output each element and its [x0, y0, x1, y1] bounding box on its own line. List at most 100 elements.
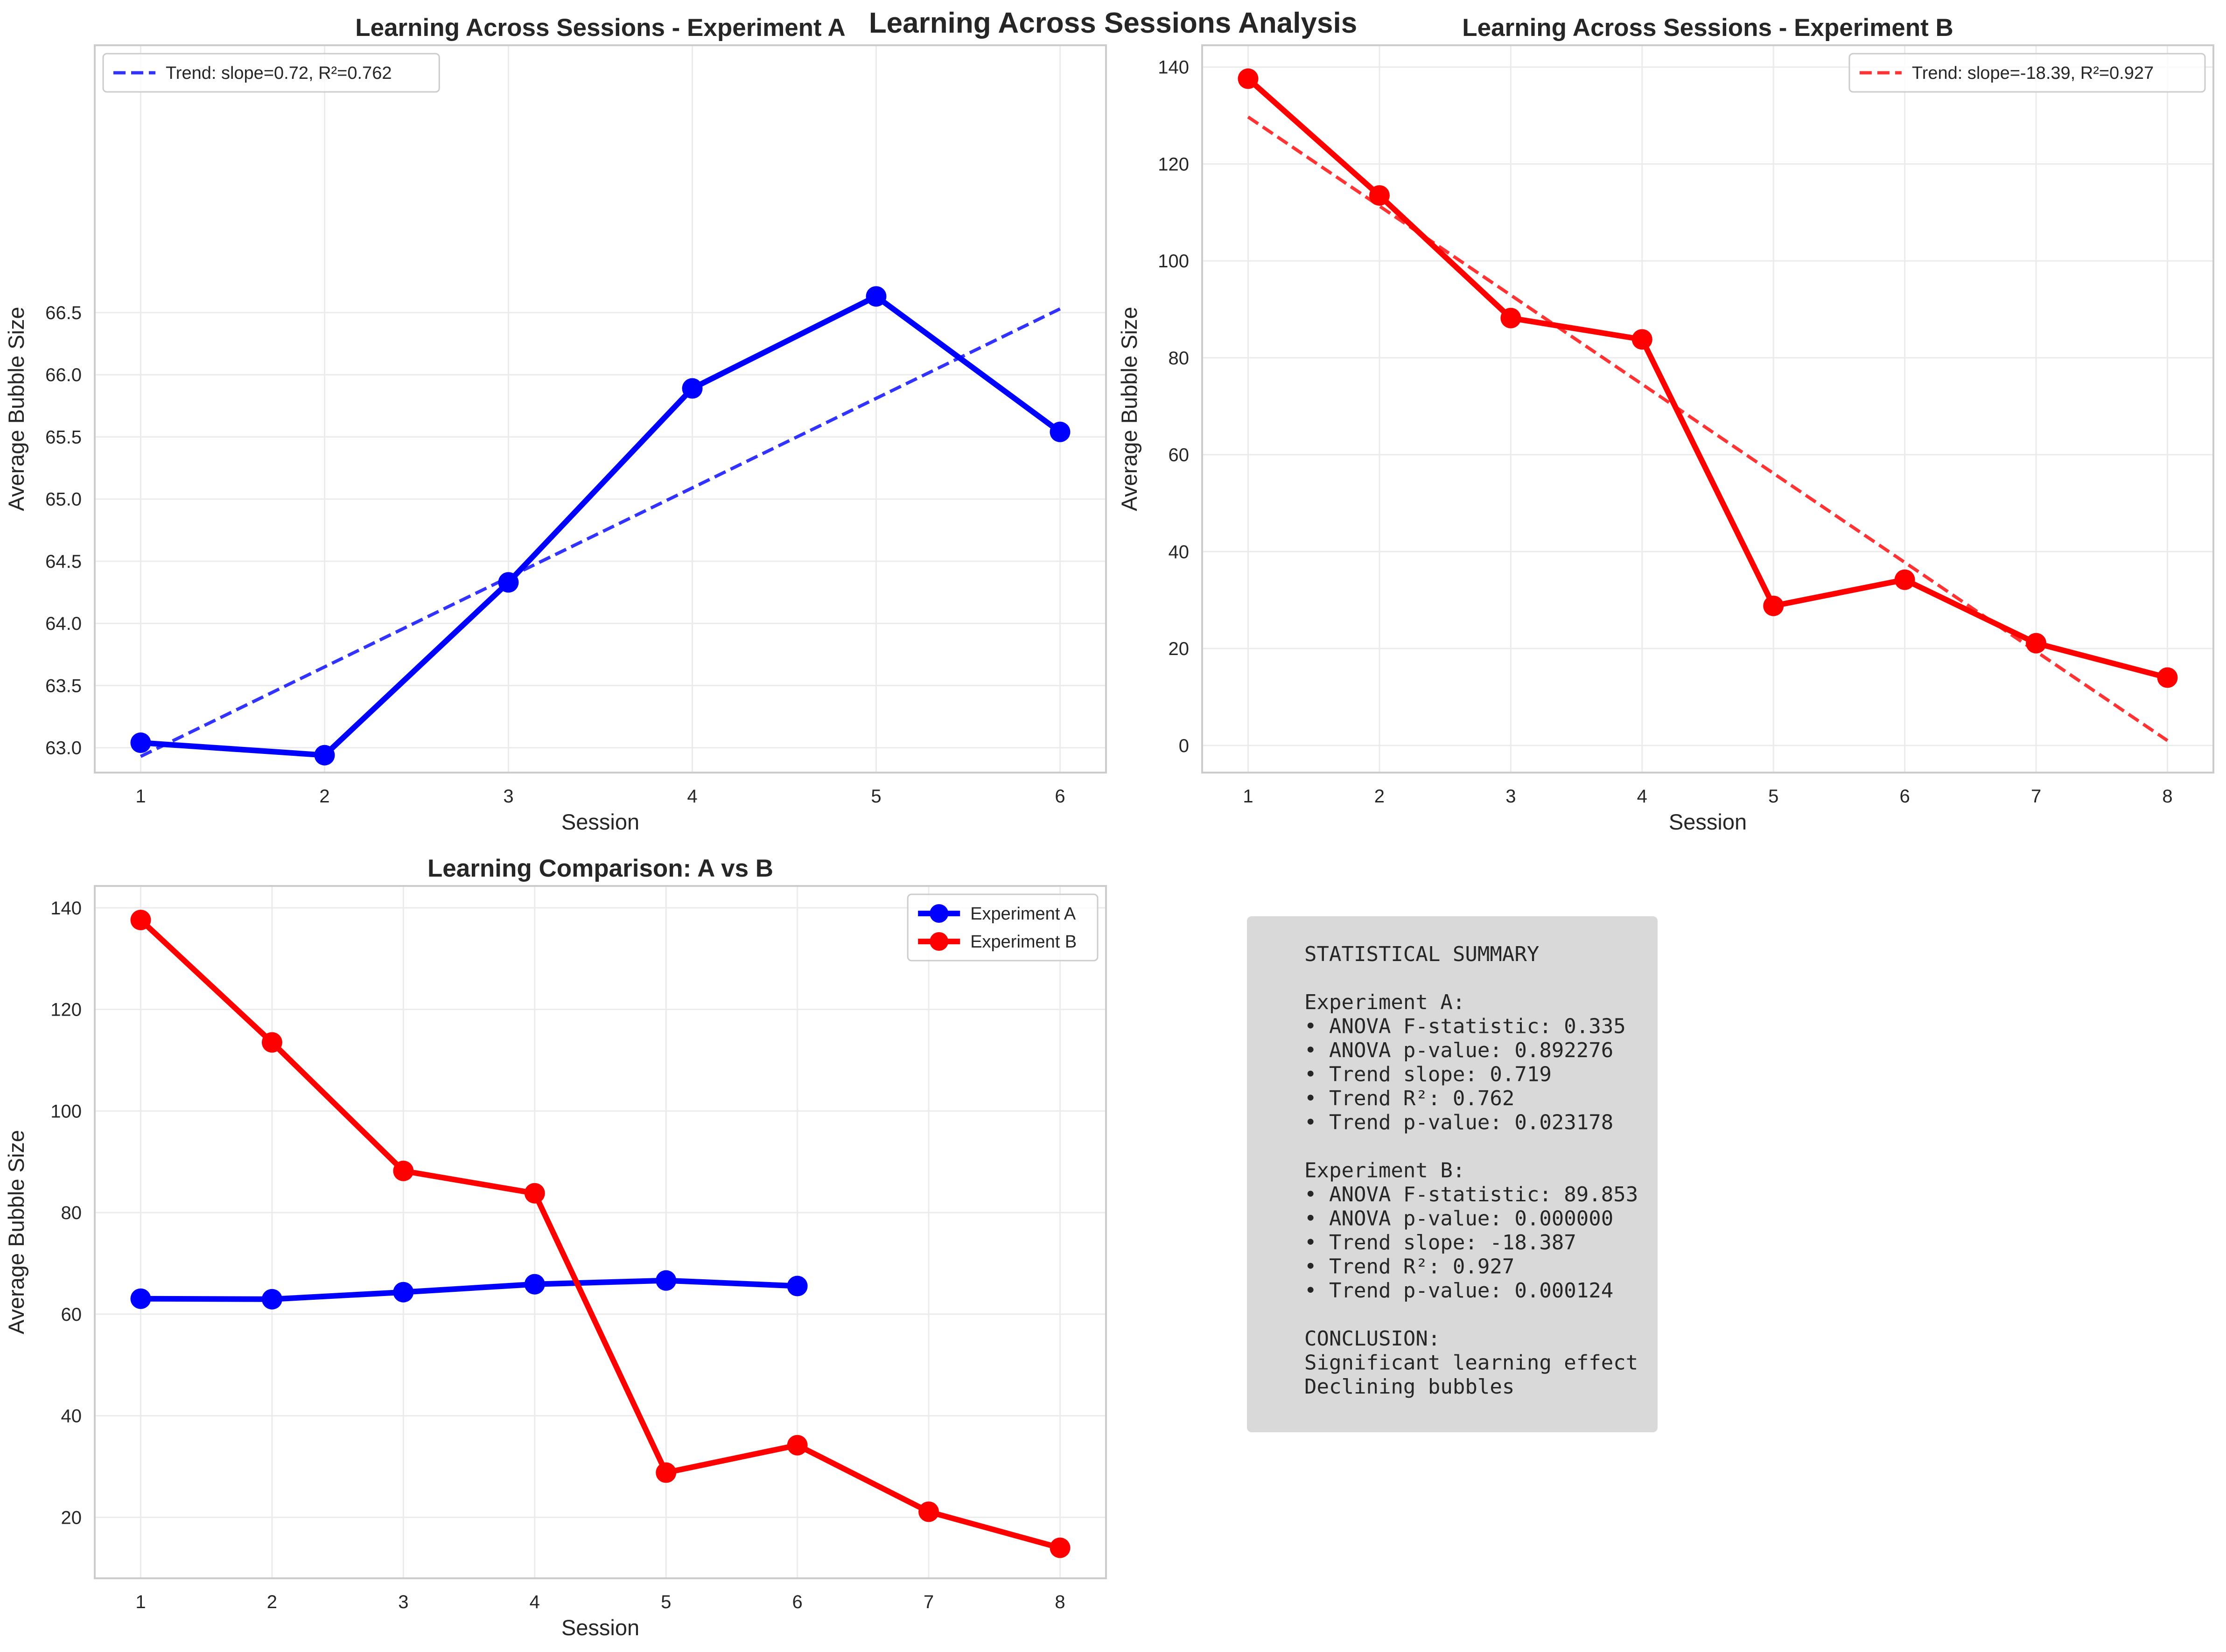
data-point: [498, 572, 519, 593]
y-tick-label: 80: [1169, 348, 1190, 369]
x-tick-label: 3: [1505, 786, 1516, 807]
chart-comparison: 1 2 3 4 5 6 7 8 20 40 60 80 100 120 140 Session Average …: [4, 855, 1107, 1640]
legend-marker: [930, 932, 949, 951]
data-point: [130, 1288, 151, 1309]
x-tick-label: 2: [267, 1592, 277, 1612]
plot-frame: [1201, 44, 2214, 774]
y-tick-label: 100: [1158, 251, 1189, 272]
x-tick-label: 6: [1900, 786, 1910, 807]
chart-exp_b: 1 2 3 4 5 6 7 8020406080100120140SessionAverage…: [1117, 14, 2214, 834]
data-point: [682, 378, 703, 399]
y-tick-label: 140: [1158, 57, 1189, 78]
y-tick-label: 80: [61, 1203, 82, 1223]
summary-line: Declining bubbles: [1304, 1375, 1514, 1399]
y-tick-label: 65.5: [45, 427, 82, 447]
y-tick-label: 66.0: [45, 365, 82, 385]
summary-line: STATISTICAL SUMMARY: [1304, 942, 1539, 966]
summary-line: Experiment B:: [1304, 1159, 1465, 1183]
x-tick-label: 5: [661, 1592, 671, 1612]
x-tick-label: 3: [398, 1592, 408, 1612]
y-tick-label: 63.0: [45, 738, 82, 759]
x-axis-label: Session: [561, 809, 639, 834]
x-tick-label: 6: [1055, 786, 1065, 807]
x-tick-label: 3: [503, 786, 513, 807]
y-tick-label: 120: [1158, 154, 1189, 174]
data-point: [524, 1274, 545, 1295]
figure-suptitle: Learning Across Sessions Analysis: [869, 7, 1357, 39]
data-point: [656, 1462, 677, 1483]
legend-label: Experiment A: [970, 904, 1076, 924]
x-tick-label: 5: [871, 786, 881, 807]
x-tick-label: 7: [924, 1592, 934, 1612]
data-point: [1763, 595, 1784, 616]
data-point: [656, 1270, 677, 1291]
x-tick-label: 1: [135, 786, 146, 807]
y-tick-label: 63.5: [45, 676, 82, 696]
summary-line: • Trend p-value: 0.023178: [1304, 1111, 1613, 1135]
data-point: [393, 1160, 414, 1181]
x-tick-label: 2: [319, 786, 329, 807]
summary-line: • ANOVA p-value: 0.000000: [1304, 1207, 1613, 1231]
summary-line: • Trend R²: 0.762: [1304, 1087, 1514, 1110]
plot-area: [1202, 45, 2213, 773]
y-tick-label: 120: [50, 1000, 82, 1020]
summary-line: • Trend p-value: 0.000124: [1304, 1279, 1613, 1303]
data-point: [1050, 1537, 1071, 1558]
data-point: [261, 1289, 282, 1310]
x-tick-label: 4: [687, 786, 697, 807]
x-tick-label: 7: [2031, 786, 2041, 807]
legend: Trend: slope=-18.39, R²=0.927: [1848, 53, 2206, 93]
summary-line: CONCLUSION:: [1304, 1327, 1440, 1351]
plot-frame: [94, 44, 1107, 774]
y-tick-label: 140: [50, 898, 82, 919]
chart-title: Learning Across Sessions - Experiment B: [1462, 14, 1953, 42]
y-tick-label: 20: [61, 1507, 82, 1528]
y-axis-label: Average Bubble Size: [1117, 307, 1141, 511]
data-point: [2157, 667, 2178, 688]
summary-line: • Trend R²: 0.927: [1304, 1255, 1514, 1279]
plot-frame: [94, 885, 1107, 1579]
data-point: [1050, 421, 1071, 442]
y-tick-label: 40: [61, 1406, 82, 1427]
series-line: [140, 1277, 798, 1302]
series-line: [140, 293, 1062, 758]
y-axis-label: Average Bubble Size: [4, 1130, 28, 1334]
legend-frame: [1848, 53, 2206, 93]
legend: Experiment A Experiment B: [907, 893, 1099, 962]
x-tick-label: 4: [530, 1592, 540, 1612]
data-point: [524, 1183, 545, 1204]
summary-line: • Trend slope: 0.719: [1304, 1063, 1552, 1087]
data-point: [1894, 569, 1915, 590]
y-tick-label: 60: [61, 1304, 82, 1325]
x-tick-label: 8: [1055, 1592, 1065, 1612]
data-point: [393, 1282, 414, 1303]
summary-background: [1247, 916, 1658, 1432]
data-point: [866, 286, 887, 307]
data-point: [1238, 68, 1259, 89]
trend-line: [1247, 115, 2169, 742]
legend-label: Trend: slope=0.72, R²=0.762: [166, 63, 392, 83]
x-tick-label: 2: [1374, 786, 1385, 807]
data-point: [1500, 307, 1521, 328]
data-point: [787, 1435, 808, 1456]
y-tick-label: 40: [1169, 542, 1190, 562]
y-tick-label: 60: [1169, 445, 1190, 466]
chart-exp_a: 1 2 3 4 5 6 63.0 63.5 64.0 64.5 65.0 65.5 66.0 66.5 Se…: [4, 14, 1107, 834]
y-tick-label: 65.0: [45, 489, 82, 510]
legend-label: Trend: slope=-18.39, R²=0.927: [1912, 63, 2154, 83]
chart-title: Learning Comparison: A vs B: [427, 855, 773, 882]
summary-line: • ANOVA p-value: 0.892276: [1304, 1039, 1613, 1062]
data-point: [130, 732, 151, 753]
legend-frame: [102, 53, 440, 93]
x-tick-label: 5: [1768, 786, 1778, 807]
data-point: [261, 1032, 282, 1053]
chart-title: Learning Across Sessions - Experiment A: [355, 14, 846, 42]
y-tick-label: 0: [1179, 736, 1189, 756]
charts-layer: 1 2 3 4 5 6 63.0 63.5 64.0 64.5 65.0 65.5 66.0 66.5 Se…: [4, 14, 2214, 1640]
plot-area: [95, 45, 1106, 773]
data-point: [130, 909, 151, 930]
legend: Trend: slope=0.72, R²=0.762: [102, 53, 440, 93]
